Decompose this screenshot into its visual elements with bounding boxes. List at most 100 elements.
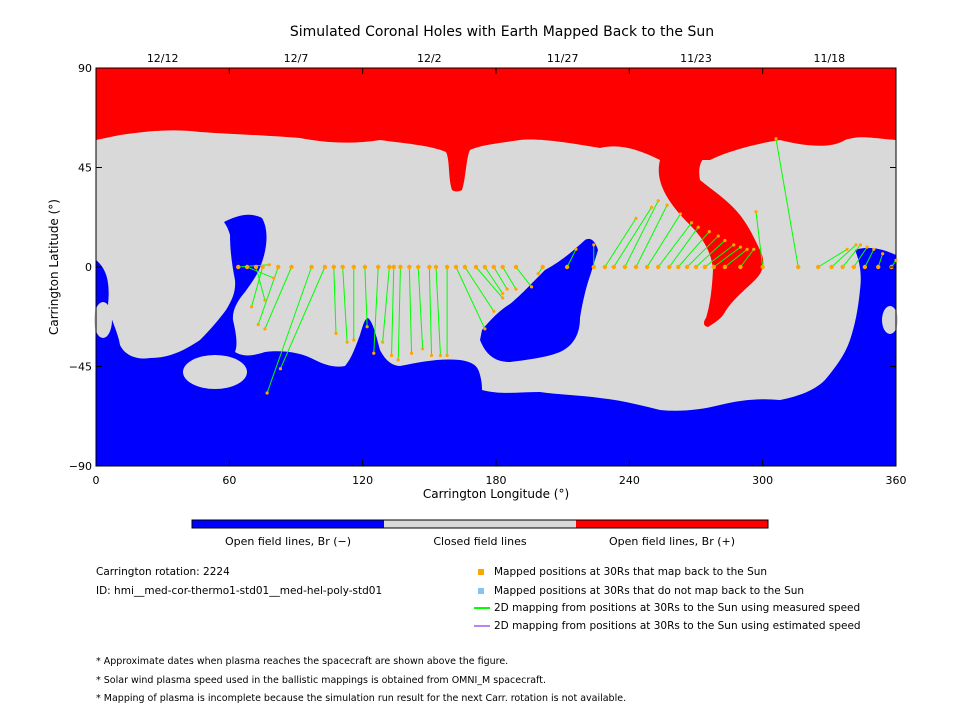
mapped-position-point xyxy=(602,264,608,270)
mapped-position-point xyxy=(684,264,690,270)
footpoint xyxy=(634,216,638,220)
colorbar: Open field lines, Br (−) Closed field lin… xyxy=(191,519,769,548)
x-tick-label: 360 xyxy=(886,474,907,487)
mapped-position-point xyxy=(276,264,281,270)
date-axis: 12/12 12/7 12/2 11/27 11/23 11/18 xyxy=(147,52,845,65)
note-incomplete: * Mapping of plasma is incomplete becaus… xyxy=(96,693,627,704)
footpoint xyxy=(365,325,369,329)
mapping-line xyxy=(373,266,379,354)
x-axis: 0 60 120 180 240 300 360 xyxy=(93,68,907,487)
mapped-position-point xyxy=(453,264,459,270)
mapping-line xyxy=(864,249,875,268)
x-tick-label: 0 xyxy=(93,474,100,487)
legend-item-measured: 2D mapping from positions at 30Rs to the… xyxy=(474,602,860,614)
mapping-line xyxy=(435,266,441,356)
mapped-position-point xyxy=(473,264,479,270)
x-tick-label: 60 xyxy=(222,474,236,487)
footpoint xyxy=(372,351,376,355)
green-line-icon xyxy=(474,607,490,609)
y-tick-label: 0 xyxy=(85,261,92,274)
y-tick-label: −45 xyxy=(69,361,92,374)
mapping-line xyxy=(657,222,692,268)
footpoint xyxy=(267,263,271,267)
legend-label: 2D mapping from positions at 30Rs to the… xyxy=(494,602,861,614)
mapping-line xyxy=(724,248,748,268)
mapped-position-point xyxy=(309,264,314,270)
mapped-position-point xyxy=(722,264,728,270)
y-tick-label: −90 xyxy=(69,460,92,473)
legend-label: 2D mapping from positions at 30Rs to the… xyxy=(494,620,861,632)
footpoint xyxy=(334,331,338,335)
mapping-line xyxy=(668,226,699,268)
mapping-line xyxy=(484,266,504,294)
footpoint xyxy=(881,252,885,256)
footpoint xyxy=(689,221,694,225)
mapped-position-point xyxy=(362,264,368,270)
mapped-position-point xyxy=(840,264,845,270)
date-tick-label: 12/7 xyxy=(284,52,309,65)
negative-polar-cap xyxy=(96,214,896,466)
mapping-line xyxy=(646,213,681,268)
mapping-line xyxy=(755,211,764,268)
mapping-line xyxy=(251,266,264,307)
footpoint xyxy=(754,210,758,214)
legend-item-estimated: 2D mapping from positions at 30Rs to the… xyxy=(474,620,861,632)
mapped-position-point xyxy=(876,264,881,270)
colorbar-segment xyxy=(384,520,576,528)
footpoint xyxy=(738,245,743,249)
mapping-lines xyxy=(238,138,897,394)
y-axis-label: Carrington Latitude (°) xyxy=(47,199,61,335)
mapped-position-point xyxy=(644,264,650,270)
legend-item-unmapped: Mapped positions at 30Rs that do not map… xyxy=(478,585,804,597)
mapped-position-point xyxy=(816,264,821,270)
x-tick-label: 120 xyxy=(352,474,373,487)
footpoint xyxy=(732,243,736,247)
mapping-line xyxy=(624,200,659,268)
footpoint xyxy=(723,238,727,243)
mapping-line xyxy=(566,249,577,268)
mapping-line xyxy=(264,266,293,330)
mapped-position-point xyxy=(591,264,596,270)
mapping-line xyxy=(853,246,868,268)
closed-island-south xyxy=(183,355,247,389)
mapped-position-point xyxy=(340,264,345,270)
mapped-position-point xyxy=(236,264,241,270)
mapped-position-point xyxy=(491,264,496,270)
mapped-position-point xyxy=(711,264,716,270)
mapped-position-point xyxy=(289,264,294,270)
mapping-line xyxy=(842,244,861,268)
footpoint xyxy=(707,230,711,234)
footpoint xyxy=(396,358,400,362)
footpoint xyxy=(745,247,749,251)
footpoint xyxy=(536,272,540,276)
mapping-line xyxy=(677,231,710,268)
footpoint xyxy=(352,338,356,342)
footpoint xyxy=(278,367,283,371)
mapping-line xyxy=(417,266,424,349)
mapping-line xyxy=(775,138,799,268)
mapping-line xyxy=(515,266,532,288)
mapping-line xyxy=(342,266,348,343)
footpoint xyxy=(894,258,898,262)
legend-item-mapped: Mapped positions at 30Rs that map back t… xyxy=(478,566,767,578)
footpoint xyxy=(345,340,349,344)
mapping-line xyxy=(391,266,395,356)
footpoint xyxy=(381,340,385,344)
footpoint xyxy=(263,298,267,302)
footpoint xyxy=(445,353,449,358)
footpoint xyxy=(501,291,505,296)
footpoint xyxy=(665,203,669,207)
footpoint xyxy=(854,243,858,247)
mapping-line xyxy=(428,266,433,356)
footpoint xyxy=(649,205,654,209)
mapped-position-point xyxy=(500,264,505,270)
positive-region-tongue xyxy=(658,155,764,327)
note-speed: * Solar wind plasma speed used in the ba… xyxy=(96,675,546,686)
mapped-position-point xyxy=(656,264,661,270)
x-axis-label: Carrington Longitude (°) xyxy=(423,487,569,501)
footpoint xyxy=(389,353,394,358)
footpoint xyxy=(752,247,756,251)
mapping-line xyxy=(397,266,401,360)
mapping-line xyxy=(740,249,755,268)
